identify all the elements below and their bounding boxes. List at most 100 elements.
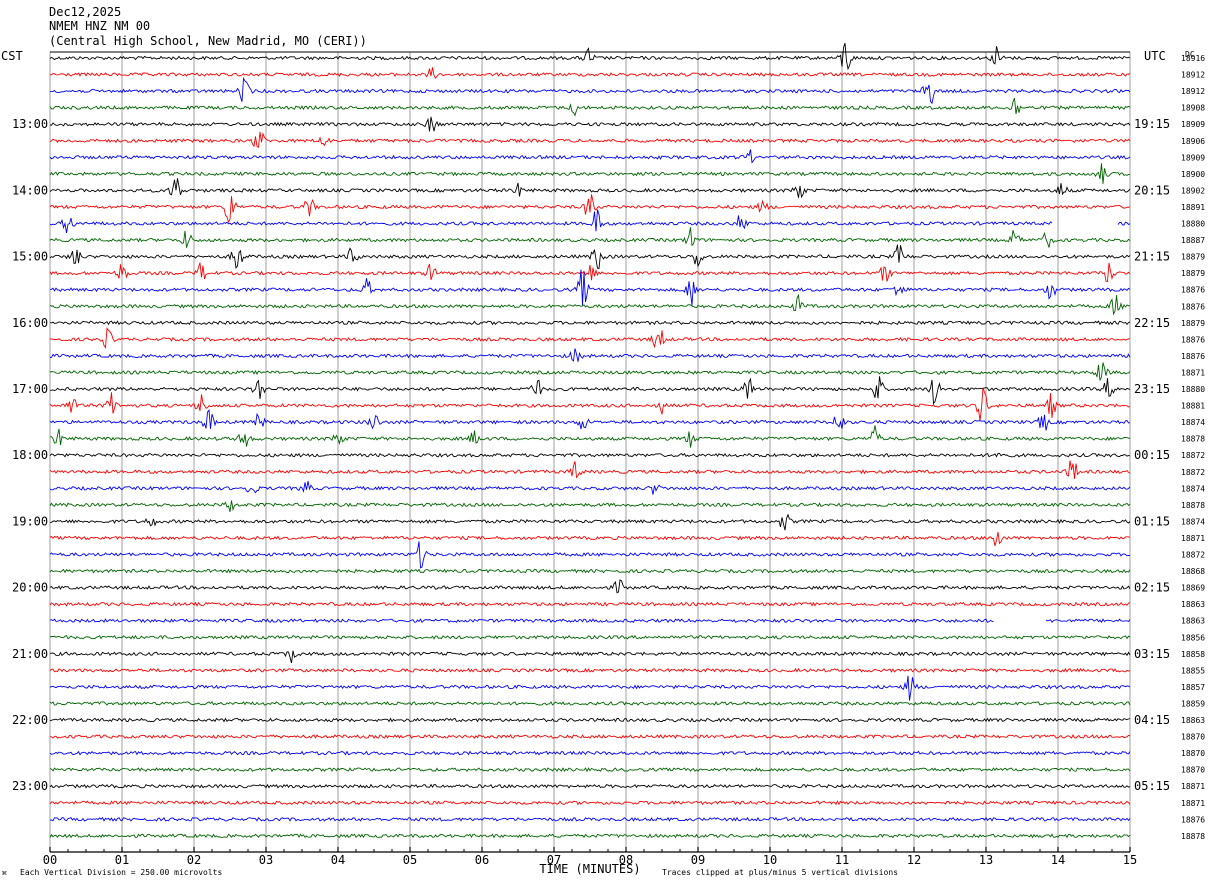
trace-row-28 (49, 513, 1131, 531)
right-time-label-0: 19:15 (1134, 117, 1170, 131)
dc-offset-23: 18878 (1181, 435, 1205, 444)
x-tick-label-01: 01 (115, 853, 129, 867)
trace-row-31 (49, 568, 1131, 574)
dc-offset-33: 18863 (1181, 600, 1205, 609)
trace-row-15 (49, 293, 1131, 316)
trace-row-9 (49, 194, 1131, 224)
dc-offset-40: 18863 (1181, 716, 1205, 725)
trace-row-10 (49, 209, 1131, 234)
dc-offset-20: 18880 (1181, 385, 1205, 394)
x-tick-label-12: 12 (907, 853, 921, 867)
dc-offset-3: 18908 (1181, 104, 1205, 113)
dc-offset-32: 18869 (1181, 584, 1205, 593)
left-time-label-8: 21:00 (12, 647, 48, 661)
trace-row-46 (49, 816, 1131, 822)
right-time-label-8: 03:15 (1134, 647, 1170, 661)
header-station: NMEM HNZ NM 00 (49, 19, 150, 33)
dc-offset-14: 18876 (1181, 286, 1205, 295)
dc-offset-0: 18916 (1181, 54, 1205, 63)
dc-offset-37: 18855 (1181, 666, 1205, 675)
dc-offset-24: 18872 (1181, 451, 1205, 460)
dc-offset-46: 18876 (1181, 815, 1205, 824)
dc-offset-15: 18876 (1181, 302, 1205, 311)
trace-row-39 (49, 700, 1131, 706)
trace-row-12 (49, 244, 1131, 270)
dc-offset-31: 18868 (1181, 567, 1205, 576)
x-tick-label-04: 04 (331, 853, 345, 867)
trace-row-13 (49, 262, 1131, 283)
x-tick-label-02: 02 (187, 853, 201, 867)
dc-offset-4: 18909 (1181, 120, 1205, 129)
trace-row-32 (49, 579, 1131, 594)
x-axis-title: TIME (MINUTES) (539, 862, 640, 876)
dc-offset-35: 18856 (1181, 633, 1205, 642)
trace-row-20 (49, 376, 1131, 405)
trace-row-0 (49, 43, 1131, 71)
trace-row-21 (49, 387, 1131, 421)
dc-offset-36: 18858 (1181, 650, 1205, 659)
dc-offset-25: 18872 (1181, 468, 1205, 477)
header-location: (Central High School, New Madrid, MO (CE… (49, 34, 367, 48)
left-time-label-5: 18:00 (12, 448, 48, 462)
dc-offset-11: 18887 (1181, 236, 1205, 245)
dc-offset-17: 18876 (1181, 335, 1205, 344)
header-date: Dec12,2025 (49, 5, 121, 19)
x-tick-label-10: 10 (763, 853, 777, 867)
dc-offset-28: 18874 (1181, 517, 1205, 526)
x-tick-label-15: 15 (1123, 853, 1137, 867)
dc-offset-2: 18912 (1181, 87, 1205, 96)
x-tick-label-03: 03 (259, 853, 273, 867)
trace-row-40 (49, 717, 1131, 723)
left-time-label-10: 23:00 (12, 779, 48, 793)
dc-offset-22: 18874 (1181, 418, 1205, 427)
minute-gridlines (49, 51, 1131, 852)
dc-offset-39: 18859 (1181, 699, 1205, 708)
dc-offset-29: 18871 (1181, 534, 1205, 543)
x-tick-label-13: 13 (979, 853, 993, 867)
trace-row-38 (49, 675, 1131, 701)
right-time-labels: 19:15 20:15 21:15 22:15 23:15 00:15 01:15 02:15… (1134, 117, 1170, 793)
trace-row-22 (49, 408, 1131, 431)
left-time-label-2: 15:00 (12, 250, 48, 264)
trace-row-19 (49, 362, 1131, 381)
trace-row-34 (49, 618, 1131, 624)
trace-row-24 (49, 452, 1131, 458)
right-time-label-5: 00:15 (1134, 448, 1170, 462)
dc-offset-41: 18870 (1181, 733, 1205, 742)
x-tick-label-09: 09 (691, 853, 705, 867)
dc-offset-1: 18912 (1181, 71, 1205, 80)
right-time-label-7: 02:15 (1134, 581, 1170, 595)
left-time-label-4: 17:00 (12, 382, 48, 396)
trace-row-2 (49, 76, 1131, 105)
right-time-label-1: 20:15 (1134, 183, 1170, 197)
trace-row-4 (49, 116, 1131, 132)
trace-row-6 (49, 149, 1131, 164)
left-time-label-0: 13:00 (12, 117, 48, 131)
dc-offset-30: 18872 (1181, 551, 1205, 560)
left-time-label-7: 20:00 (12, 581, 48, 595)
trace-row-7 (49, 163, 1131, 184)
left-time-label-9: 22:00 (12, 713, 48, 727)
left-time-label-6: 19:00 (12, 514, 48, 528)
left-time-labels: 13:00 14:00 15:00 16:00 17:00 18:00 19:00 20:00… (12, 117, 48, 793)
dc-offset-5: 18906 (1181, 137, 1205, 146)
trace-row-3 (49, 97, 1131, 117)
dc-offset-10: 18880 (1181, 220, 1205, 229)
trace-row-18 (49, 348, 1131, 362)
trace-row-1 (49, 67, 1131, 79)
trace-row-41 (49, 734, 1131, 739)
right-time-label-3: 22:15 (1134, 316, 1170, 330)
trace-row-5 (49, 131, 1131, 149)
x-tick-label-00: 00 (43, 853, 57, 867)
dc-offset-19: 18871 (1181, 368, 1205, 377)
trace-row-23 (49, 425, 1131, 448)
trace-row-43 (49, 767, 1131, 773)
dc-offset-42: 18870 (1181, 749, 1205, 758)
trace-row-45 (49, 800, 1131, 806)
dc-offset-8: 18902 (1181, 186, 1205, 195)
trace-row-17 (50, 327, 1131, 349)
seismic-traces (49, 43, 1131, 839)
trace-row-47 (49, 833, 1131, 839)
trace-row-42 (49, 750, 1131, 756)
trace-row-14 (49, 269, 1131, 306)
